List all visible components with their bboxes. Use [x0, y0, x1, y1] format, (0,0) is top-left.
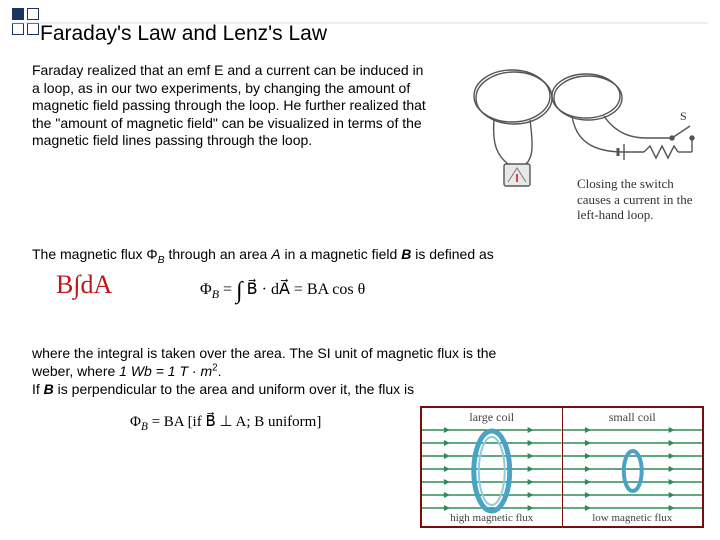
text: If — [32, 381, 44, 397]
integrand: B⃗ · dA⃗ = BA cos θ — [247, 281, 366, 298]
text: through an area — [165, 246, 272, 262]
flux-integral-equation: ΦB = ∫ B⃗ · dA⃗ = BA cos θ — [200, 278, 365, 305]
var-A: A — [271, 246, 280, 262]
text: is defined as — [411, 246, 494, 262]
subscript: B — [212, 287, 219, 301]
text: weber, where — [32, 363, 119, 379]
weber-eq: 1 Wb = 1 T · m — [119, 363, 212, 379]
var-B: B — [44, 381, 54, 397]
slide-title: Faraday's Law and Lenz's Law — [40, 22, 327, 46]
var-B: B — [401, 246, 411, 262]
deco-square — [27, 8, 39, 20]
integral-sign: ∫ — [236, 278, 243, 304]
phi: Φ — [130, 414, 141, 430]
small-coil-panel: small coil low magnetic flux — [563, 408, 703, 526]
flux-simple-equation: ΦB = BA [if B⃗ ⊥ A; B uniform] — [130, 412, 321, 433]
deco-square — [12, 8, 24, 20]
body: = BA [if B⃗ ⊥ A; B uniform] — [148, 414, 321, 430]
deco-square — [27, 23, 39, 35]
text: . — [218, 363, 222, 379]
intro-paragraph: Faraday realized that an emf E and a cur… — [32, 62, 427, 150]
subscript: B — [141, 421, 148, 433]
panel-bottom-label: high magnetic flux — [422, 512, 562, 524]
slide: Faraday's Law and Lenz's Law Faraday rea… — [0, 0, 720, 540]
switch-label: S — [680, 109, 687, 123]
panel-bottom-label: low magnetic flux — [563, 512, 703, 524]
flux-comparison-figure: large coil high magnetic flux small coil… — [420, 406, 704, 528]
figure1-caption: Closing the switch causes a current in t… — [577, 176, 702, 223]
phi: Φ — [200, 281, 212, 298]
deco-square — [12, 23, 24, 35]
text: is perpendicular to the area and uniform… — [54, 381, 414, 397]
text: The magnetic flux Φ — [32, 246, 158, 262]
handwritten-annotation: B∫dA — [56, 270, 112, 300]
small-coil — [623, 451, 641, 491]
explanation-paragraph: where the integral is taken over the are… — [32, 344, 672, 399]
panel-top-label: large coil — [422, 410, 562, 425]
subscript: B — [158, 254, 165, 266]
flux-definition-line: The magnetic flux ΦB through an area A i… — [32, 246, 672, 266]
text: where the integral is taken over the are… — [32, 345, 496, 361]
text: in a magnetic field — [281, 246, 402, 262]
large-coil-panel: large coil high magnetic flux — [422, 408, 563, 526]
equals: = — [219, 281, 236, 298]
panel-top-label: small coil — [563, 410, 703, 425]
